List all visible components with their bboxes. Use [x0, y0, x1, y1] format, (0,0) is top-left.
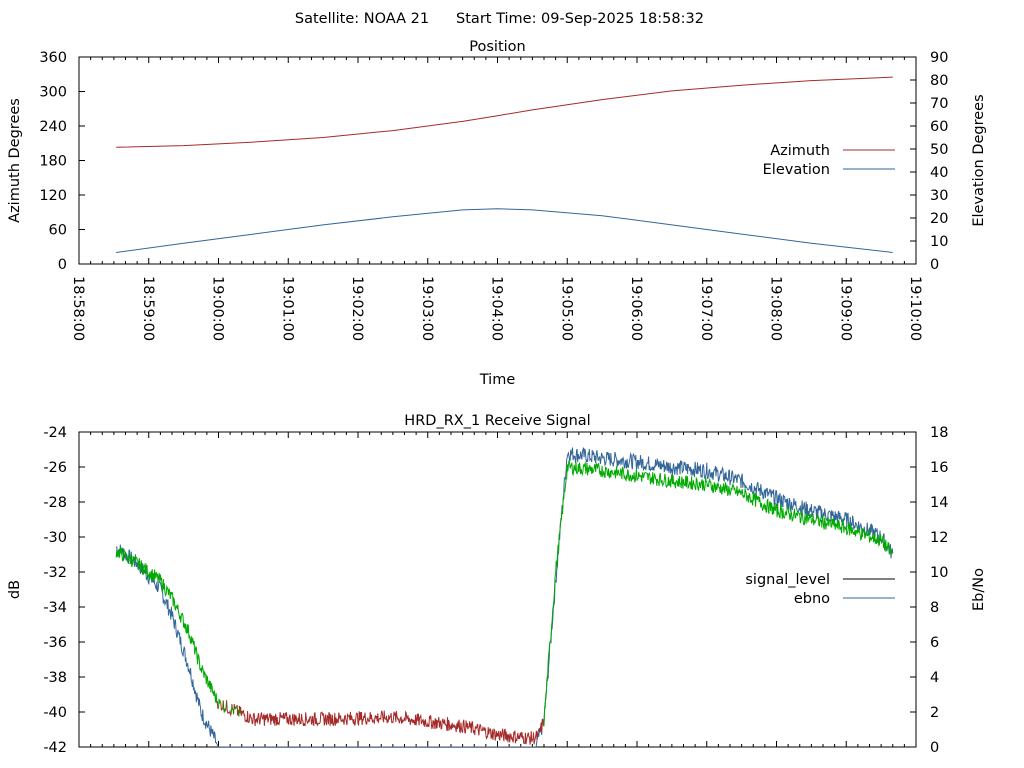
- y2-tick-label: 40: [930, 165, 948, 181]
- y-tick-label: -26: [43, 460, 67, 476]
- y2-tick-label: 50: [930, 142, 948, 158]
- x-tick-label: 19:02:00: [349, 276, 365, 341]
- y-tick-label: -34: [43, 600, 67, 616]
- legend-label-ebno: ebno: [794, 591, 830, 607]
- x-tick-label: 19:00:00: [210, 276, 226, 341]
- x-tick-label: 19:03:00: [419, 276, 435, 341]
- y2-tick-label: 80: [930, 73, 948, 89]
- x-tick-label: 19:06:00: [628, 276, 644, 341]
- y2-tick-label: 60: [930, 119, 948, 135]
- y-tick-label: 60: [49, 223, 67, 239]
- x-tick-label: 19:08:00: [768, 276, 784, 341]
- y2-tick-label: 6: [930, 635, 939, 651]
- series-line-signal-level-segment-21: [240, 706, 545, 745]
- y2-tick-label: 18: [930, 425, 948, 441]
- y-tick-label: -24: [43, 425, 67, 441]
- y2-tick-label: 12: [930, 530, 948, 546]
- series-line-elevation: [116, 208, 893, 253]
- y2-tick-label: 4: [930, 670, 939, 686]
- x-axis-label: Time: [479, 372, 516, 388]
- y-tick-label: -30: [43, 530, 67, 546]
- y-tick-label: -38: [43, 670, 67, 686]
- receive-signal-chart: HRD_RX_1 Receive Signal -42 -40 -38 -36 -34 -3…: [7, 413, 987, 756]
- series-line-signal-level-segment-0: [115, 547, 218, 704]
- x-tick-label: 19:05:00: [558, 276, 574, 341]
- y2-tick-label: 16: [930, 460, 948, 476]
- legend-label-azimuth: Azimuth: [770, 143, 830, 159]
- y-tick-label: 120: [39, 188, 67, 204]
- series-line-azimuth: [116, 76, 893, 148]
- y-tick-label: -28: [43, 495, 67, 511]
- y2-tick-label: 14: [930, 495, 948, 511]
- y-tick-label: 300: [39, 85, 67, 101]
- y2-tick-label: 90: [930, 50, 948, 66]
- x-tick-label: 18:58:00: [70, 276, 86, 341]
- y-tick-label: 360: [39, 50, 67, 66]
- y-tick-label: -36: [43, 635, 67, 651]
- y2-tick-label: 20: [930, 211, 948, 227]
- y2-tick-label: 8: [930, 600, 939, 616]
- x-tick-label: 18:59:00: [140, 276, 156, 341]
- y-tick-label: 180: [39, 154, 67, 170]
- legend-label-signal-level: signal_level: [745, 572, 830, 588]
- chart-title: Position: [469, 39, 525, 55]
- series-line-ebno: [115, 446, 894, 747]
- legend-label-elevation: Elevation: [763, 162, 830, 178]
- y2-tick-label: 70: [930, 96, 948, 112]
- plot-frame: [78, 56, 917, 265]
- y2-axis-label: Eb/No: [971, 568, 987, 611]
- x-tick-label: 19:09:00: [837, 276, 853, 341]
- x-tick-label: 19:04:00: [489, 276, 505, 341]
- y2-axis-label: Elevation Degrees: [971, 94, 987, 226]
- y-tick-label: 0: [58, 257, 67, 273]
- y-tick-label: -42: [43, 740, 67, 756]
- series-line-signal-level-segment-1: [216, 701, 219, 710]
- y2-tick-label: 30: [930, 188, 948, 204]
- y-axis-label: Azimuth Degrees: [7, 98, 23, 223]
- series-line-signal-level-segment-11: [226, 700, 232, 717]
- satellite-label: Satellite: NOAA 21: [295, 11, 429, 27]
- chart-title: HRD_RX_1 Receive Signal: [404, 413, 590, 429]
- x-tick-label: 19:07:00: [698, 276, 714, 341]
- y2-tick-label: 0: [930, 740, 939, 756]
- y-tick-label: -40: [43, 705, 67, 721]
- series-line-signal-level-segment-22: [543, 460, 894, 727]
- plot-frame: [78, 431, 917, 748]
- y-tick-label: -32: [43, 565, 67, 581]
- header: Satellite: NOAA 21 Start Time: 09-Sep-20…: [295, 11, 704, 27]
- y2-tick-label: 10: [930, 234, 948, 250]
- x-tick-label: 19:01:00: [279, 276, 295, 341]
- y-tick-label: 240: [39, 119, 67, 135]
- series-line-signal-level-segment-2: [217, 698, 222, 710]
- start-time-label: Start Time: 09-Sep-2025 18:58:32: [456, 11, 704, 27]
- y2-tick-label: 10: [930, 565, 948, 581]
- y-axis-label: dB: [7, 580, 23, 599]
- y2-tick-label: 0: [930, 257, 939, 273]
- position-chart: Position 0 60 120 180 240 300 360 0 10 20 30 40 50 60 7…: [7, 39, 987, 388]
- x-tick-label: 19:10:00: [907, 276, 923, 341]
- y2-tick-label: 2: [930, 705, 939, 721]
